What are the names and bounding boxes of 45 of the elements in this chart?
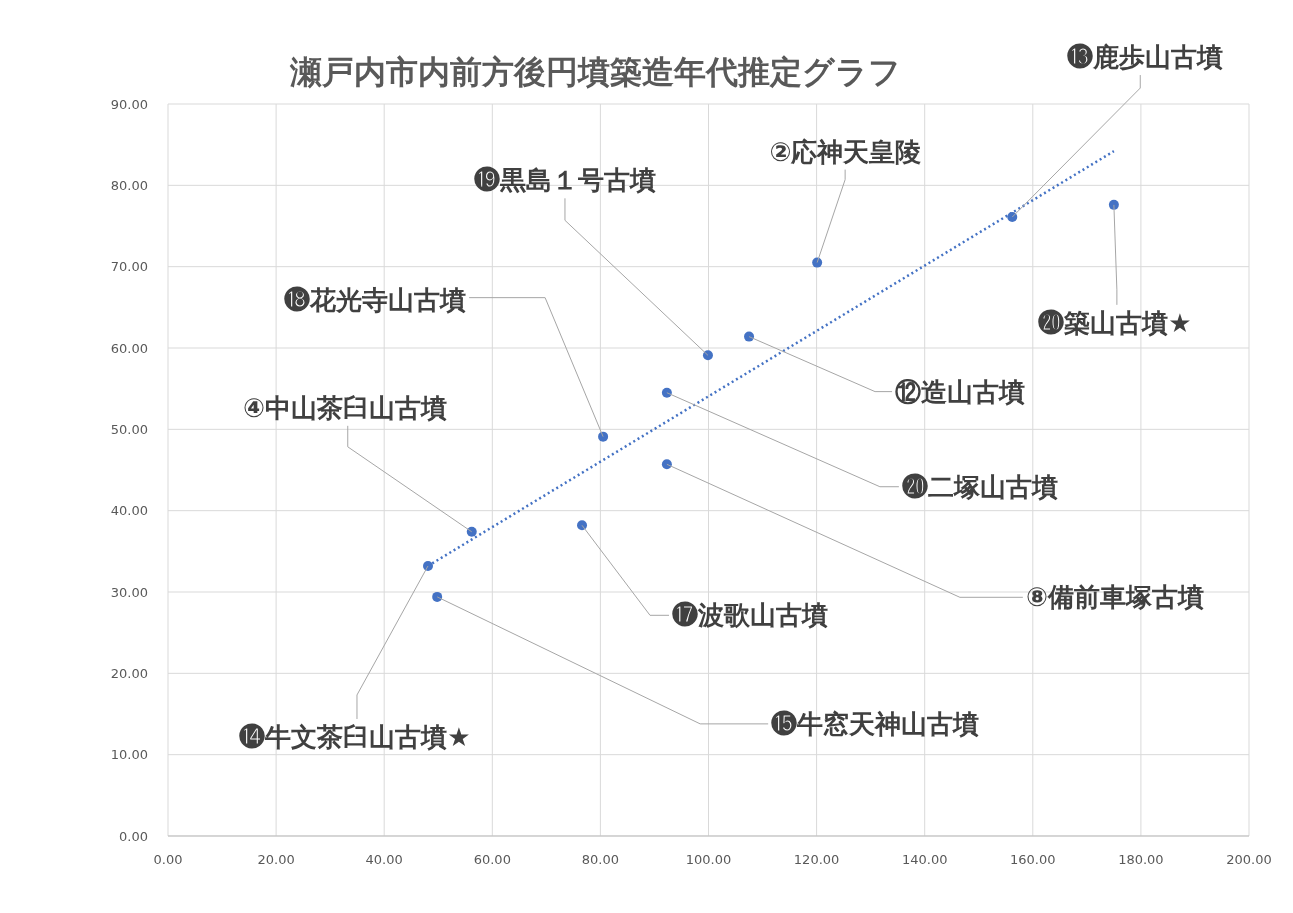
annotation: ⓴築山古墳★ [1038,307,1192,338]
x-tick-label: 200.00 [1226,852,1272,867]
point [1007,212,1018,223]
x-tick-label: 140.00 [901,852,948,867]
y-tick-label: 60.00 [110,340,148,356]
point [702,350,713,361]
y-tick-label: 30.00 [110,584,148,600]
y-tick-label: 40.00 [110,503,148,519]
x-tick-label: 100.00 [685,852,732,867]
x-tick-label: 120.00 [793,852,840,867]
annotation: ⑫造山古墳 [895,376,1026,407]
x-tick-label: 40.00 [365,852,403,867]
x-tick-label: 160.00 [1010,852,1056,867]
annotation: ⑧備前車塚古墳 [1025,582,1204,613]
x-tick-label: 60.00 [473,852,511,867]
point [812,257,823,268]
point [422,560,433,571]
annotation: ②応神天皇陵 [769,136,922,167]
point [598,431,609,442]
x-tick-label: 20.00 [257,852,295,867]
point [432,591,443,602]
y-tick-label: 70.00 [110,259,148,275]
point [744,331,755,342]
y-tick-label: 10.00 [110,747,148,763]
x-tick-label: 180.00 [1118,852,1164,867]
point [577,520,588,531]
y-tick-label: 80.00 [110,177,148,193]
annotation: ⓯牛窓天神山古墳 [771,708,980,739]
annotation: ⓴二塚山古墳 [901,471,1058,502]
y-tick-label: 90.00 [110,96,148,112]
chart-title: 瀬戸内市内前方後円墳築造年代推定グラフ [288,53,901,91]
y-tick-label: 0.00 [119,828,148,844]
x-tick-label: 0.00 [153,852,183,867]
annotation: ⓳黒島１号古墳 [473,165,656,196]
x-tick-label: 80.00 [581,852,620,867]
annotation: ⓲花光寺山古墳 [284,284,467,315]
point [661,387,672,398]
annotation: ⓮牛文茶臼山古墳★ [239,721,471,752]
annotation: ④中山茶臼山古墳 [242,392,447,423]
point [661,459,672,470]
annotation: ⓭鹿歩山古墳 [1067,42,1224,73]
point [466,526,477,537]
y-tick-label: 20.00 [110,665,148,681]
annotation: ⓱波歌山古墳 [672,600,829,631]
y-tick-label: 50.00 [110,421,148,437]
